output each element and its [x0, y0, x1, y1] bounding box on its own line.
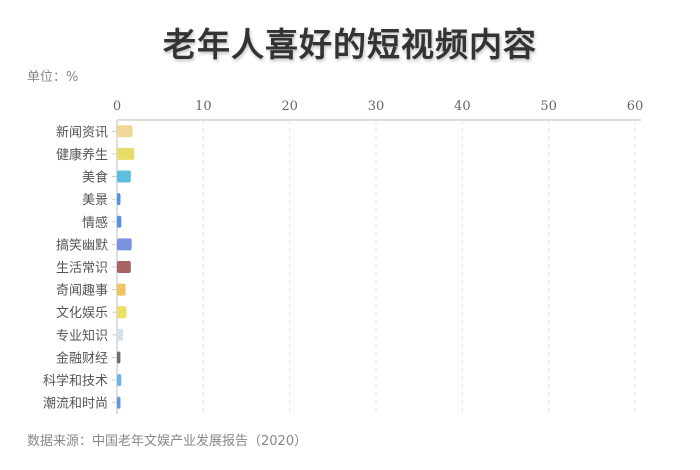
x-tick-label: 40 [454, 99, 471, 114]
bar [117, 261, 131, 273]
x-tick-label: 10 [195, 99, 212, 114]
x-tick-label: 50 [540, 99, 557, 114]
bar [117, 238, 132, 251]
x-tick-label: 30 [368, 99, 385, 114]
category-label: 情感 [82, 215, 108, 231]
x-tick-label: 20 [281, 99, 298, 114]
bar [117, 374, 122, 387]
category-label: 文化娱乐 [56, 306, 108, 321]
bar [117, 170, 131, 183]
category-label: 美景 [82, 193, 108, 208]
bar [117, 306, 127, 319]
bar [117, 328, 124, 341]
category-label: 奇闻趣事 [56, 283, 108, 299]
chart-title: 老年人喜好的短视频内容 [163, 25, 537, 64]
category-label: 健康养生 [56, 147, 108, 163]
bar [117, 215, 122, 228]
category-label: 新闻资讯 [56, 124, 108, 140]
category-label: 搞笑幽默 [56, 237, 108, 253]
bar [117, 125, 133, 138]
category-label: 科学和技术 [43, 373, 108, 389]
bar [117, 283, 126, 296]
bar [117, 351, 121, 364]
source-note: 数据来源：中国老年文娱产业发展报告（2020） [27, 434, 308, 449]
unit-label: 单位：% [27, 70, 79, 85]
x-tick-label: 60 [627, 99, 644, 114]
x-tick-label: 0 [113, 99, 121, 114]
category-label: 美食 [82, 170, 108, 186]
category-label: 生活常识 [56, 261, 108, 276]
category-label: 潮流和时尚 [43, 397, 108, 412]
bar [117, 193, 121, 206]
category-label: 专业知识 [56, 328, 108, 344]
category-label: 金融财经 [56, 350, 108, 366]
bar [117, 396, 121, 409]
bar [117, 147, 135, 160]
